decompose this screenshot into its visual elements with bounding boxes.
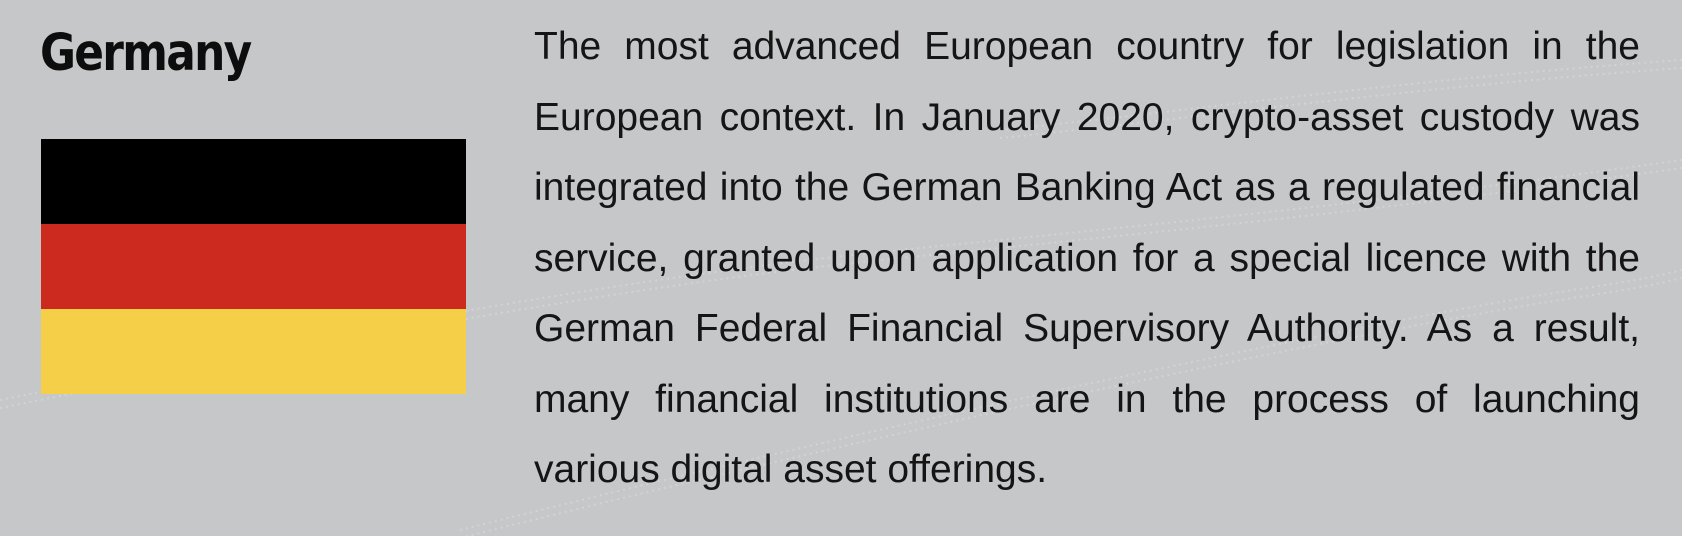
flag-stripe-gold — [41, 309, 466, 394]
country-title: Germany — [40, 24, 252, 83]
germany-flag — [41, 139, 466, 394]
flag-stripe-red — [41, 224, 466, 309]
country-description: The most advanced European country for l… — [534, 25, 1640, 491]
flag-stripe-black — [41, 139, 466, 224]
